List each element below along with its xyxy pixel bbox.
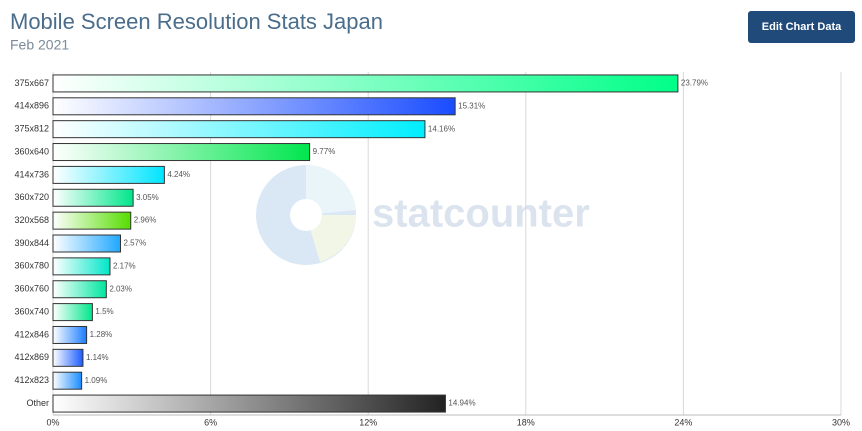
edit-button[interactable]: Edit Chart Data (748, 11, 855, 43)
y-tick-label: 414x736 (14, 169, 49, 179)
y-tick-label: 360x720 (14, 192, 49, 202)
value-label: 1.28% (90, 330, 113, 339)
y-tick-label: 375x667 (14, 78, 49, 88)
bar (52, 165, 165, 184)
value-label: 14.94% (448, 399, 475, 408)
bar (52, 234, 122, 253)
bar (52, 280, 107, 299)
bar (52, 120, 426, 139)
value-label: 1.14% (86, 353, 109, 362)
chart-title: Mobile Screen Resolution Stats Japan (10, 9, 383, 34)
bar (52, 143, 311, 162)
bar (52, 188, 134, 207)
y-tick-label: 412x823 (14, 375, 49, 385)
x-tick-label: 0% (46, 417, 59, 427)
y-tick-label: Other (26, 398, 49, 408)
logo-slice (306, 164, 356, 215)
x-tick-label: 18% (517, 417, 535, 427)
bar (52, 74, 679, 93)
bar (52, 211, 132, 230)
x-tick-label: 30% (832, 417, 850, 427)
bar (52, 97, 456, 116)
value-label: 1.5% (95, 307, 113, 316)
y-tick-label: 375x812 (14, 124, 49, 134)
value-label: 2.57% (124, 239, 147, 248)
y-tick-label: 360x780 (14, 261, 49, 271)
bar (52, 371, 83, 390)
value-label: 9.77% (313, 147, 336, 156)
value-label: 4.24% (167, 170, 190, 179)
x-tick-label: 24% (674, 417, 692, 427)
bar (52, 257, 111, 276)
y-tick-label: 390x844 (14, 238, 49, 248)
y-tick-label: 414x896 (14, 101, 49, 111)
value-label: 14.16% (428, 124, 455, 133)
x-tick-label: 6% (204, 417, 217, 427)
y-tick-label: 412x846 (14, 329, 49, 339)
chart-subtitle: Feb 2021 (10, 37, 69, 53)
value-label: 3.05% (136, 193, 159, 202)
bar (52, 325, 88, 344)
watermark-logo (256, 164, 356, 265)
value-label: 23.79% (681, 79, 708, 88)
y-tick-label: 320x568 (14, 215, 49, 225)
y-tick-label: 360x640 (14, 146, 49, 156)
y-tick-label: 412x869 (14, 352, 49, 362)
value-label: 2.03% (109, 284, 132, 293)
y-tick-label: 360x760 (14, 284, 49, 294)
value-label: 15.31% (458, 101, 485, 110)
bar (52, 348, 84, 367)
value-label: 2.96% (134, 216, 157, 225)
bar (52, 394, 446, 413)
value-label: 2.17% (113, 261, 136, 270)
value-label: 1.09% (85, 376, 108, 385)
y-tick-label: 360x740 (14, 306, 49, 316)
logo-hole (290, 199, 322, 231)
x-tick-label: 12% (359, 417, 377, 427)
bar (52, 303, 93, 322)
logo-slice (306, 215, 356, 262)
watermark: statcounter (372, 192, 590, 236)
